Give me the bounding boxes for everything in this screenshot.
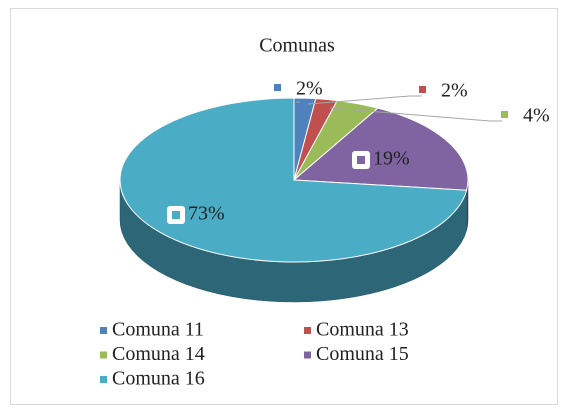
data-label: 4% [523,105,550,127]
data-label: 19% [373,148,410,170]
legend-label: Comuna 15 [316,343,409,365]
legend-key [304,351,311,359]
legend-key [304,327,311,334]
label-key [419,86,426,93]
legend-key [100,351,107,359]
legend-key [100,327,107,334]
legend-label: Comuna 13 [316,319,409,341]
label-key [356,155,366,165]
data-label: 73% [188,203,225,225]
leader-line [329,107,502,122]
leader-line [307,95,422,105]
legend-key [100,376,107,383]
label-key [274,84,281,91]
data-label: 2% [296,78,323,100]
legend-label: Comuna 14 [112,343,205,365]
label-key [171,210,181,220]
pie-slice [119,97,468,263]
data-label: 2% [441,80,468,102]
chart-title: Comunas [259,35,335,57]
label-key [501,111,508,118]
legend-label: Comuna 11 [112,319,204,341]
legend-label: Comuna 16 [112,368,205,390]
